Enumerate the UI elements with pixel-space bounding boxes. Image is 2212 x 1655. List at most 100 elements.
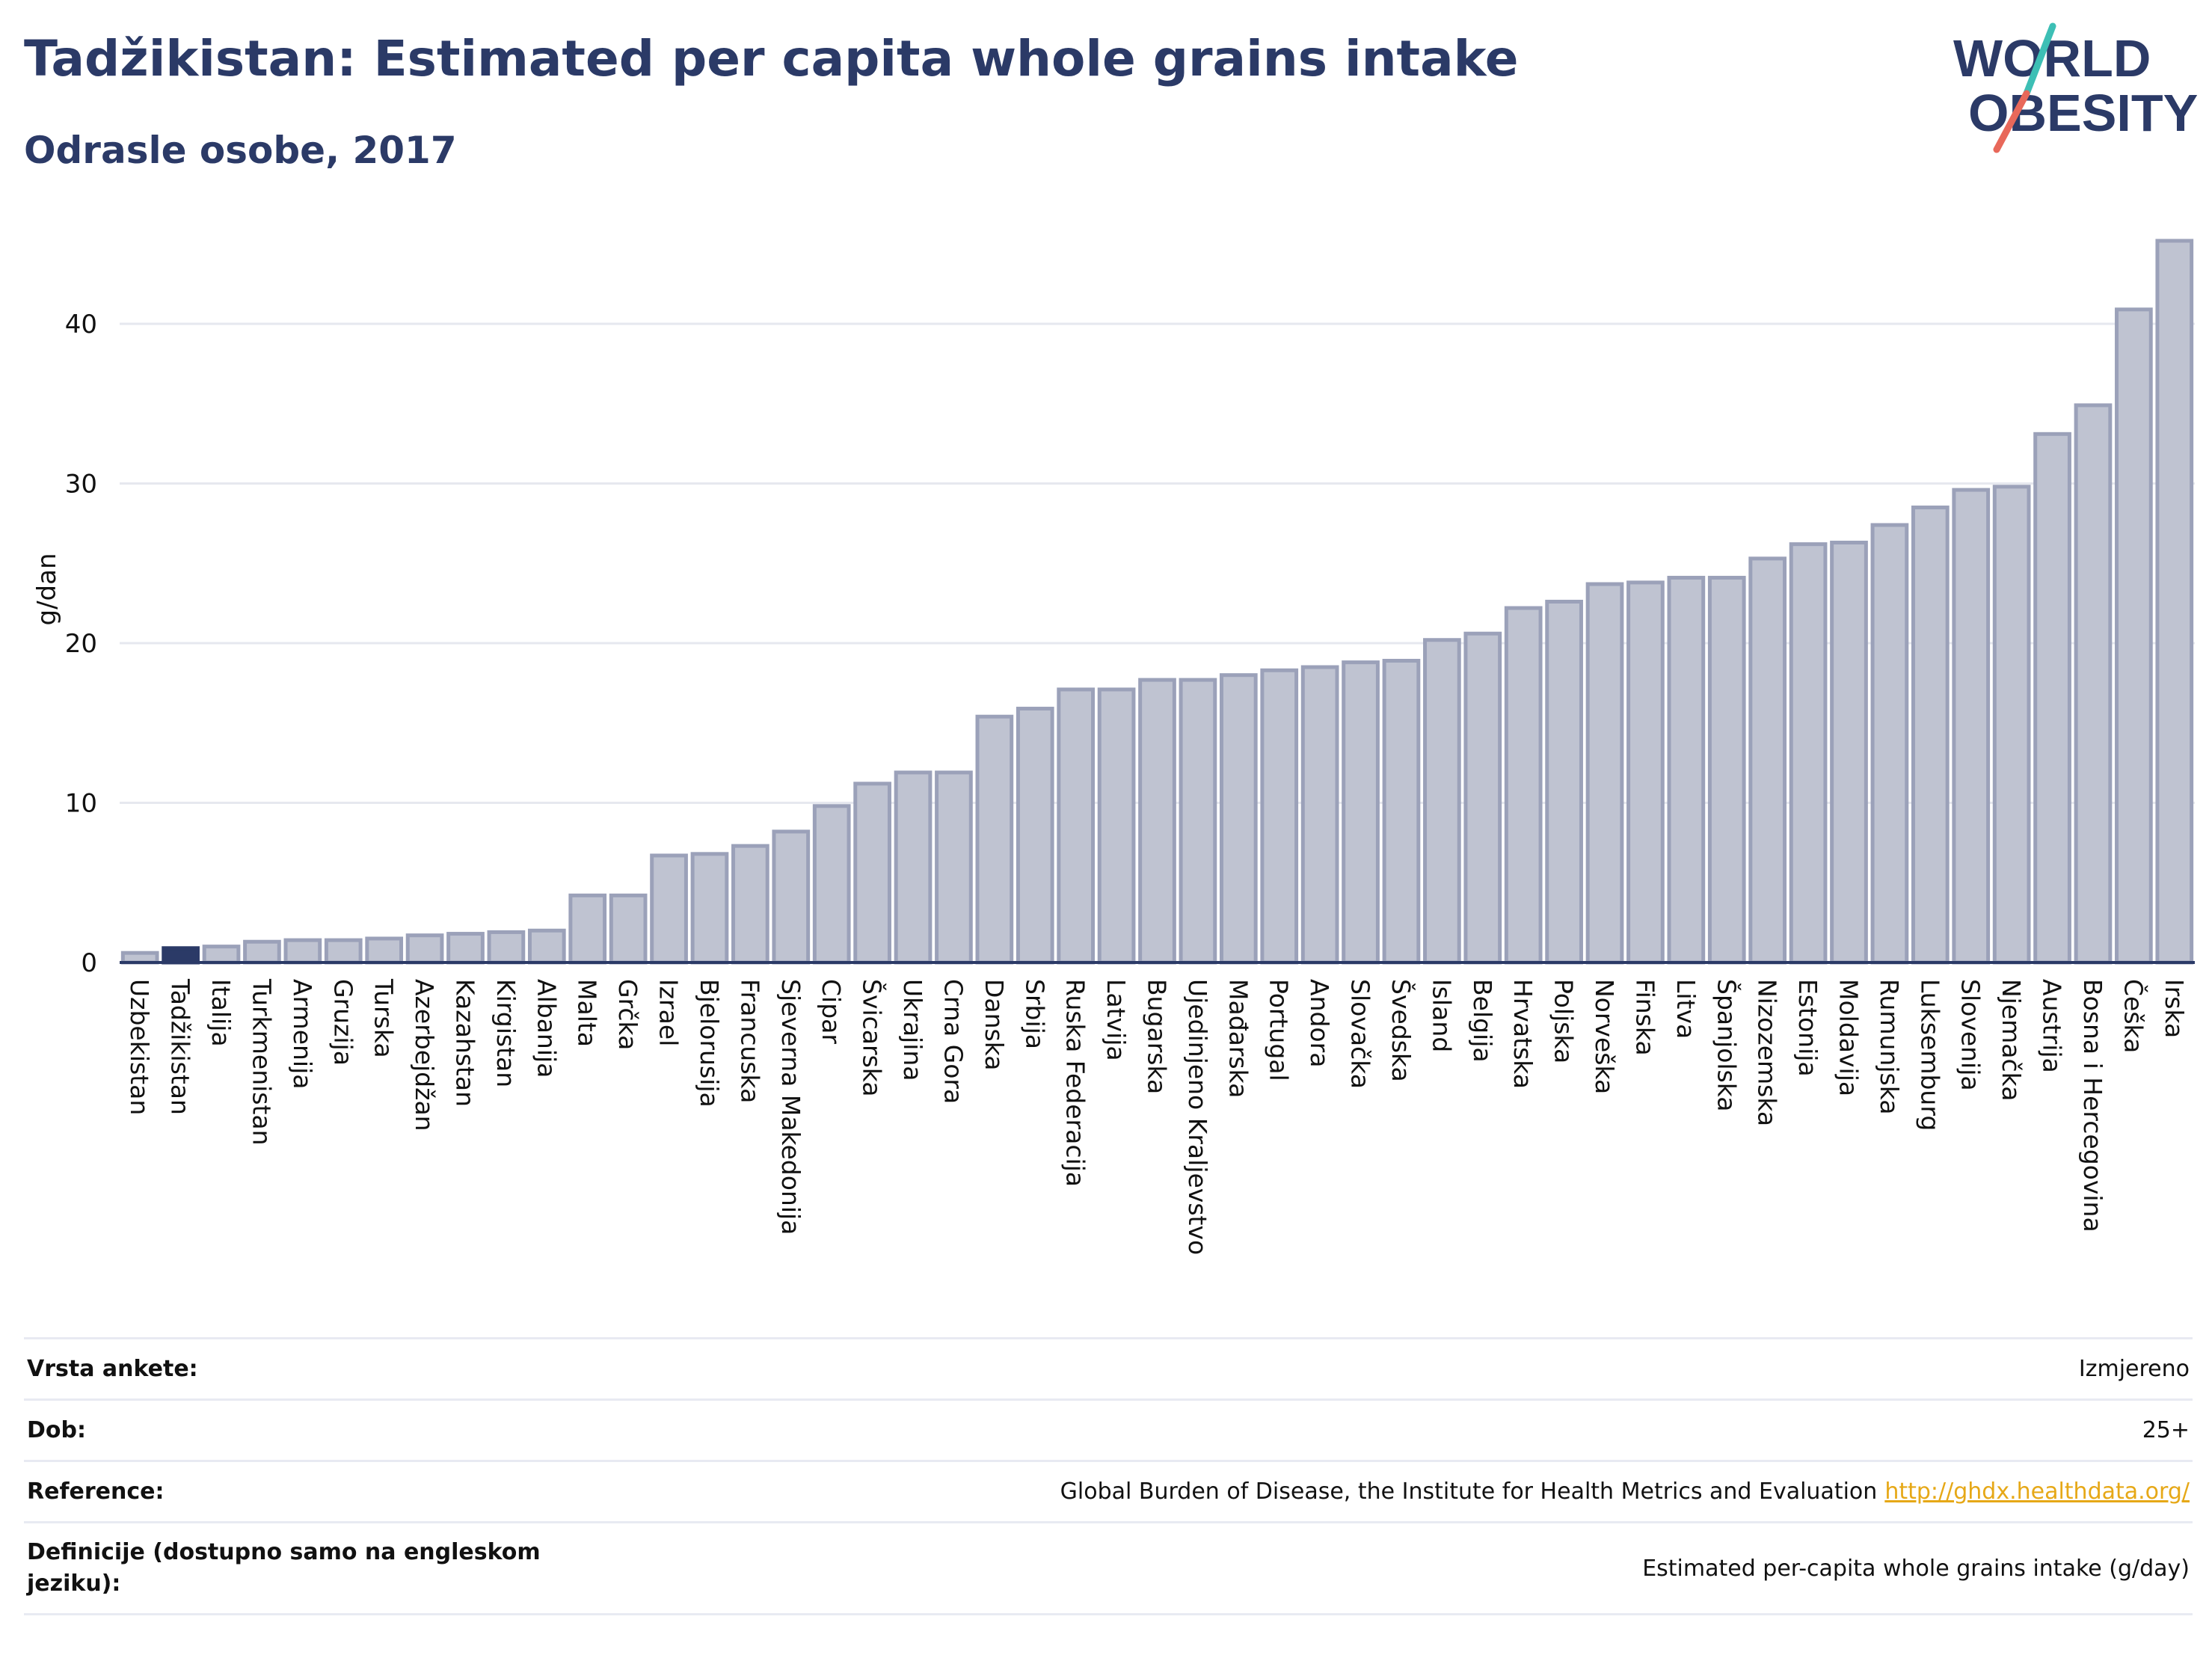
bar[interactable] xyxy=(731,844,769,965)
x-tick-label: Sjeverna Makedonija xyxy=(776,979,805,1235)
bar[interactable] xyxy=(1016,707,1054,965)
x-tick-label: Belgija xyxy=(1468,979,1497,1063)
info-value: 25+ xyxy=(2142,1417,2190,1443)
bar[interactable] xyxy=(1667,575,1706,965)
bar[interactable] xyxy=(935,770,973,965)
bar[interactable] xyxy=(2155,239,2194,965)
bar[interactable] xyxy=(1952,488,1991,965)
x-tick-label: Azerbejdžan xyxy=(410,979,439,1132)
bar[interactable] xyxy=(1300,665,1339,965)
bar[interactable] xyxy=(1626,580,1665,965)
x-tick-label: Andora xyxy=(1305,979,1334,1067)
bar[interactable] xyxy=(1382,658,1421,965)
bar[interactable] xyxy=(1504,606,1543,965)
bar[interactable] xyxy=(1789,542,1828,965)
bar[interactable] xyxy=(894,770,933,965)
bar[interactable] xyxy=(812,804,851,965)
bar[interactable] xyxy=(487,930,526,965)
bar[interactable] xyxy=(365,936,404,965)
bar[interactable] xyxy=(650,853,688,965)
bar[interactable] xyxy=(1545,599,1583,965)
x-tick-label: Slovenija xyxy=(1956,979,1985,1091)
bar[interactable] xyxy=(690,852,729,965)
bar[interactable] xyxy=(202,945,241,965)
x-tick-label: Turkmenistan xyxy=(247,978,276,1146)
bar[interactable] xyxy=(853,782,891,965)
x-tick-label: Francuska xyxy=(735,979,764,1103)
bar[interactable] xyxy=(1097,687,1136,965)
bar[interactable] xyxy=(283,938,322,965)
x-tick-label: Finska xyxy=(1630,979,1659,1056)
chart-subtitle: Odrasle osobe, 2017 xyxy=(24,129,457,172)
bar[interactable] xyxy=(1992,485,2031,965)
bar[interactable] xyxy=(324,938,363,965)
info-value: Izmjereno xyxy=(2078,1356,2190,1382)
x-tick-label: Cipar xyxy=(817,979,846,1044)
bar[interactable] xyxy=(446,932,485,965)
bars-layer xyxy=(120,239,2194,965)
world-obesity-logo: WORLD OBESITY xyxy=(1953,22,2198,153)
x-tick-label: Ujedinjeno Kraljevstvo xyxy=(1183,979,1212,1255)
x-tick-label: Albanija xyxy=(532,979,561,1078)
bar[interactable] xyxy=(1219,673,1258,965)
y-tick-label: 20 xyxy=(65,629,97,659)
x-tick-label: Kirgistan xyxy=(491,979,520,1087)
x-tick-label: Malta xyxy=(573,979,602,1047)
info-row-definitions: Definicije (dostupno samo na engleskom j… xyxy=(24,1521,2193,1615)
x-tick-label: Bjelorusija xyxy=(695,979,724,1108)
bar[interactable] xyxy=(527,928,566,965)
bar[interactable] xyxy=(2115,307,2153,965)
x-tick-label: Turska xyxy=(369,978,399,1058)
bar[interactable] xyxy=(1748,556,1787,965)
info-row-reference: Reference: Global Burden of Disease, the… xyxy=(24,1460,2193,1521)
bar[interactable] xyxy=(1911,506,1950,965)
x-tick-label: Bugarska xyxy=(1143,979,1172,1094)
bar[interactable] xyxy=(243,939,281,965)
x-tick-label: Bosna i Hercegovina xyxy=(2078,979,2107,1232)
x-tick-label: Estonija xyxy=(1793,979,1822,1077)
x-tick-label: Crna Gora xyxy=(938,979,968,1104)
bar[interactable] xyxy=(1463,631,1502,965)
bar[interactable] xyxy=(1870,523,1909,965)
bar[interactable] xyxy=(568,893,607,965)
x-tick-label: Švedska xyxy=(1386,979,1416,1082)
bar[interactable] xyxy=(1179,678,1217,965)
bar[interactable] xyxy=(1585,582,1624,965)
bar[interactable] xyxy=(405,933,444,965)
x-tick-label: Moldavija xyxy=(1834,979,1864,1096)
info-label: Definicije (dostupno samo na engleskom j… xyxy=(27,1539,541,1597)
x-tick-label: Švicarska xyxy=(858,979,888,1097)
bar[interactable] xyxy=(1830,540,1868,965)
bar[interactable] xyxy=(2033,432,2071,965)
axis-layer: 0 10 20 30 40 xyxy=(65,310,2195,978)
bar-chart: 0 10 20 30 40 Uzbekistan Tadžikistan Italija Tu… xyxy=(32,239,2195,1255)
x-tick-label: Ukrajina xyxy=(898,979,927,1081)
x-tick-label: Latvija xyxy=(1102,979,1131,1061)
chart-title: Tadžikistan: Estimated per capita whole … xyxy=(24,30,1519,87)
bar[interactable] xyxy=(1057,687,1096,965)
x-tick-label: Mađarska xyxy=(1223,979,1253,1098)
x-tick-labels: Uzbekistan Tadžikistan Italija Turkmenistan… xyxy=(125,978,2189,1255)
logo-slash-teal xyxy=(2023,22,2056,97)
reference-link[interactable]: http://ghdx.healthdata.org/ xyxy=(1884,1479,2190,1505)
bar[interactable] xyxy=(2074,403,2113,965)
bar[interactable] xyxy=(975,714,1014,965)
x-tick-label: Nizozemska xyxy=(1753,979,1782,1126)
x-tick-label: Izrael xyxy=(654,979,683,1046)
bar[interactable] xyxy=(772,829,811,965)
x-tick-label: Italija xyxy=(206,979,236,1047)
logo-slash-coral xyxy=(1993,90,2030,153)
bar[interactable] xyxy=(162,946,200,965)
bar[interactable] xyxy=(1260,668,1299,965)
bar[interactable] xyxy=(609,893,648,965)
bar[interactable] xyxy=(1423,638,1461,965)
bar[interactable] xyxy=(1138,678,1176,965)
info-value: Estimated per-capita whole grains intake… xyxy=(1642,1555,2190,1582)
x-tick-label: Grčka xyxy=(613,979,642,1050)
info-row-survey-type: Vrsta ankete: Izmjereno xyxy=(24,1337,2193,1398)
info-row-age: Dob: 25+ xyxy=(24,1398,2193,1460)
y-tick-label: 0 xyxy=(81,948,97,978)
bar[interactable] xyxy=(1342,660,1380,965)
bar[interactable] xyxy=(1707,575,1746,965)
x-tick-label: Srbija xyxy=(1020,979,1049,1049)
